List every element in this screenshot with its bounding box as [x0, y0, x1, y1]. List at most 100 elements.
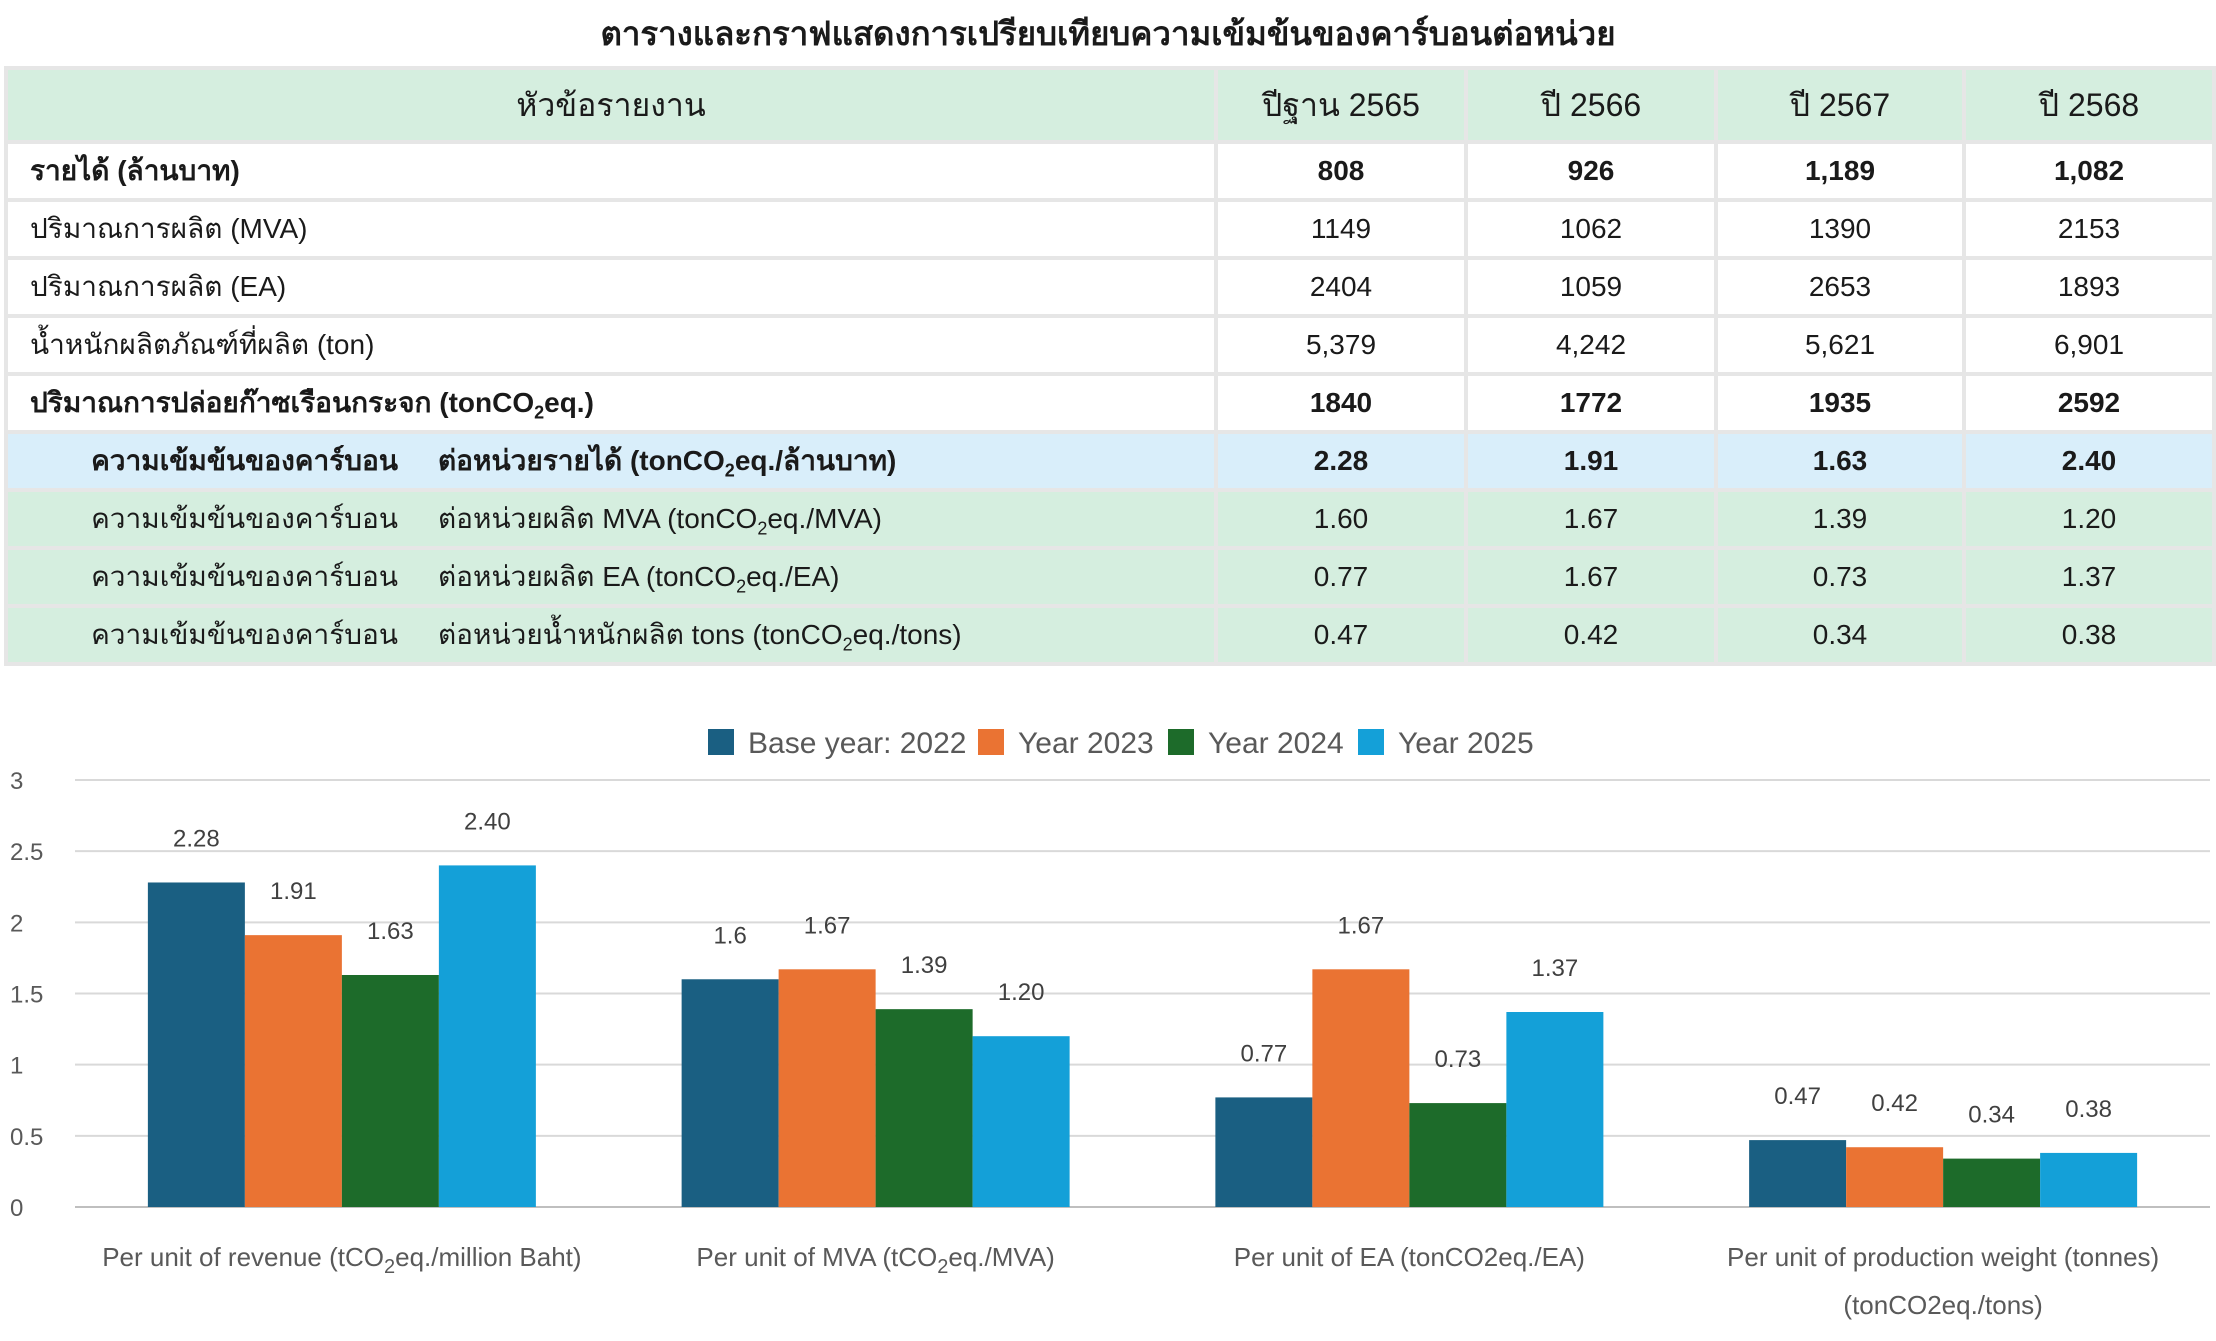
- cell-value: 1.60: [1214, 488, 1468, 550]
- cell-value: 1772: [1464, 372, 1718, 434]
- cell-value: 1840: [1214, 372, 1468, 434]
- x-category-label: Per unit of revenue (tCO2eq./million Bah…: [102, 1242, 581, 1278]
- table-header-row: หัวข้อรายงาน ปีฐาน 2565 ปี 2566 ปี 2567 …: [4, 66, 2216, 144]
- cell-value: 1,082: [1962, 140, 2216, 202]
- bar: [875, 1009, 973, 1207]
- unit-label: ต่อหน่วยผลิต EA (tonCO2eq./EA): [438, 555, 840, 599]
- cell-value: 1.67: [1464, 488, 1718, 550]
- cell-value: 5,379: [1214, 314, 1468, 376]
- row-label: ความเข้มข้นของคาร์บอน ต่อหน่วยผลิต MVA (t…: [4, 488, 1218, 550]
- category-label: ความเข้มข้นของคาร์บอน: [91, 503, 398, 534]
- data-label: 2.28: [173, 825, 220, 852]
- cell-value: 1893: [1962, 256, 2216, 318]
- unit-label: ต่อหน่วยรายได้ (tonCO2eq./ล้านบาท): [438, 439, 896, 483]
- bar-chart: 0 0.5 1 1.5 2 2.5 3 Base year: 2022 Year 2023 Yea…: [10, 727, 2210, 1320]
- bar: [244, 935, 342, 1207]
- bar: [1506, 1012, 1604, 1207]
- cell-value: 1935: [1714, 372, 1966, 434]
- legend-label: Year 2025: [1398, 727, 1534, 760]
- cell-value: 0.77: [1214, 546, 1468, 608]
- table-row: ความเข้มข้นของคาร์บอน ต่อหน่วยน้ำหนักผลิต…: [4, 604, 2216, 666]
- y-tick-label: 2.5: [10, 839, 43, 866]
- cell-value: 1.63: [1714, 430, 1966, 492]
- table-row: ความเข้มข้นของคาร์บอน ต่อหน่วยผลิต EA (to…: [4, 546, 2216, 608]
- cell-value: 0.38: [1962, 604, 2216, 666]
- data-label: 1.67: [1338, 912, 1385, 939]
- data-label: 1.20: [998, 979, 1045, 1006]
- label-subscript: 2: [724, 460, 735, 481]
- row-label: น้ำหนักผลิตภัณฑ์ที่ผลิต (ton): [4, 314, 1218, 376]
- header-year: ปี 2566: [1464, 66, 1718, 144]
- data-label: 1.63: [367, 918, 414, 945]
- data-label: 0.77: [1241, 1040, 1288, 1067]
- data-label: 1.37: [1532, 955, 1579, 982]
- unit-label: ต่อหน่วยน้ำหนักผลิต tons (tonCO2eq./tons…: [438, 613, 962, 657]
- label-text: eq./tons): [852, 619, 962, 650]
- label-subscript: 2: [842, 634, 853, 655]
- table-row: รายได้ (ล้านบาท) 808 926 1,189 1,082: [4, 140, 2216, 202]
- table-row: น้ำหนักผลิตภัณฑ์ที่ผลิต (ton) 5,379 4,24…: [4, 314, 2216, 376]
- legend-label: Year 2023: [1018, 727, 1154, 760]
- data-label: 1.91: [270, 878, 317, 905]
- table-row: ความเข้มข้นของคาร์บอน ต่อหน่วยรายได้ (ton…: [4, 430, 2216, 492]
- row-label: รายได้ (ล้านบาท): [4, 140, 1218, 202]
- cell-value: 4,242: [1464, 314, 1718, 376]
- cell-value: 2404: [1214, 256, 1468, 318]
- data-label: 1.39: [901, 952, 948, 979]
- legend-label: Base year: 2022: [748, 727, 966, 760]
- label-text: ปริมาณการปล่อยก๊าซเรือนกระจก (tonCO: [30, 387, 535, 418]
- table-row: ปริมาณการผลิต (MVA) 1149 1062 1390 2153: [4, 198, 2216, 260]
- cell-value: 2.40: [1962, 430, 2216, 492]
- legend-swatch: [1168, 729, 1194, 755]
- row-label: ความเข้มข้นของคาร์บอน ต่อหน่วยรายได้ (ton…: [4, 430, 1218, 492]
- label-text: ต่อหน่วยรายได้ (tonCO: [438, 445, 725, 476]
- cell-value: 0.34: [1714, 604, 1966, 666]
- data-label: 0.38: [2065, 1096, 2112, 1123]
- label-subscript: 2: [736, 576, 747, 597]
- cell-value: 1390: [1714, 198, 1966, 260]
- x-category-label: Per unit of MVA (tCO2eq./MVA): [696, 1242, 1054, 1278]
- bar: [341, 974, 439, 1207]
- label-subscript: 2: [534, 402, 545, 423]
- x-category-label: Per unit of EA (tonCO2eq./EA): [1234, 1242, 1585, 1272]
- cell-value: 0.73: [1714, 546, 1966, 608]
- cell-value: 1,189: [1714, 140, 1966, 202]
- x-category-label: Per unit of production weight (tonnes): [1727, 1242, 2159, 1272]
- cell-value: 1.39: [1714, 488, 1966, 550]
- bar: [972, 1036, 1070, 1207]
- data-label: 1.6: [713, 922, 746, 949]
- header-year: ปี 2568: [1962, 66, 2216, 144]
- cell-value: 1062: [1464, 198, 1718, 260]
- y-tick-label: 1.5: [10, 982, 43, 1009]
- cell-value: 1.67: [1464, 546, 1718, 608]
- y-tick-label: 2: [10, 910, 23, 937]
- cell-value: 926: [1464, 140, 1718, 202]
- y-tick-label: 1: [10, 1053, 23, 1080]
- bar: [147, 882, 245, 1207]
- cell-value: 2653: [1714, 256, 1966, 318]
- row-label: ปริมาณการปล่อยก๊าซเรือนกระจก (tonCO2eq.): [4, 372, 1218, 434]
- category-label: ความเข้มข้นของคาร์บอน: [91, 619, 398, 650]
- label-text: eq./ล้านบาท): [734, 445, 897, 476]
- table-row: ปริมาณการปล่อยก๊าซเรือนกระจก (tonCO2eq.)…: [4, 372, 2216, 434]
- bar: [1749, 1140, 1847, 1207]
- bar: [778, 969, 876, 1207]
- bar: [1943, 1158, 2041, 1207]
- cell-value: 2153: [1962, 198, 2216, 260]
- bar: [681, 979, 779, 1207]
- label-text: eq./EA): [746, 561, 840, 592]
- bar: [1846, 1147, 1944, 1207]
- row-label: ปริมาณการผลิต (EA): [4, 256, 1218, 318]
- data-label: 0.47: [1774, 1083, 1821, 1110]
- data-label: 0.34: [1968, 1102, 2015, 1129]
- legend-swatch: [708, 729, 734, 755]
- cell-value: 808: [1214, 140, 1468, 202]
- row-label: ความเข้มข้นของคาร์บอน ต่อหน่วยผลิต EA (to…: [4, 546, 1218, 608]
- y-tick-label: 3: [10, 768, 23, 795]
- header-topic: หัวข้อรายงาน: [4, 66, 1218, 144]
- cell-value: 1149: [1214, 198, 1468, 260]
- label-text: ต่อหน่วยน้ำหนักผลิต tons (tonCO: [438, 619, 843, 650]
- cell-value: 2.28: [1214, 430, 1468, 492]
- header-year: ปี 2567: [1714, 66, 1966, 144]
- cell-value: 1.91: [1464, 430, 1718, 492]
